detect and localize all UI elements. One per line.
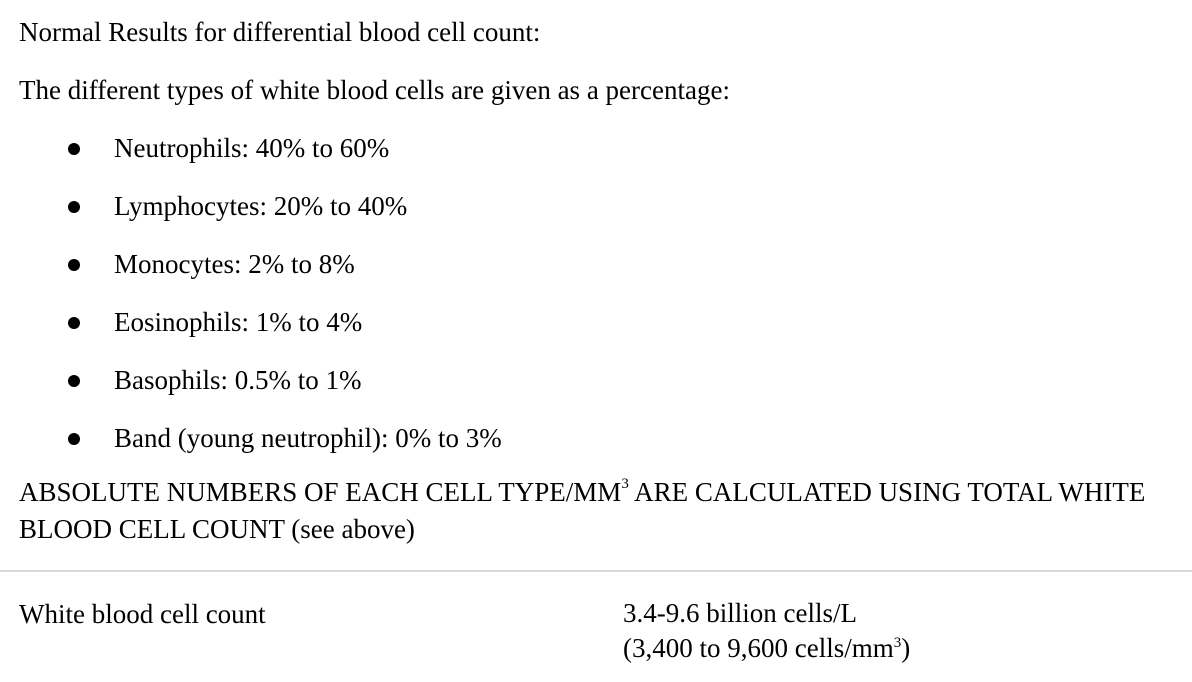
- note-text-start: ABSOLUTE NUMBERS OF EACH CELL TYPE/MM: [19, 477, 622, 507]
- wbc-value-line2: (3,400 to 9,600 cells/mm3): [623, 631, 910, 666]
- wbc-value-line2-suffix: ): [901, 633, 911, 663]
- range-text: Eosinophils: 1% to 4%: [114, 307, 363, 337]
- list-item: Eosinophils: 1% to 4%: [0, 304, 502, 362]
- range-text: Neutrophils: 40% to 60%: [114, 133, 390, 163]
- bullet-icon: [68, 143, 80, 155]
- bullet-icon: [68, 433, 80, 445]
- bullet-icon: [68, 259, 80, 271]
- range-text: Band (young neutrophil): 0% to 3%: [114, 423, 502, 453]
- range-text: Basophils: 0.5% to 1%: [114, 365, 362, 395]
- list-item: Basophils: 0.5% to 1%: [0, 362, 502, 420]
- absolute-numbers-note: ABSOLUTE NUMBERS OF EACH CELL TYPE/MM3 A…: [19, 474, 1184, 548]
- wbc-count-value: 3.4-9.6 billion cells/L (3,400 to 9,600 …: [623, 596, 910, 666]
- section-divider: [0, 570, 1192, 572]
- lead-paragraph: The different types of white blood cells…: [19, 75, 730, 105]
- wbc-count-label: White blood cell count: [19, 599, 266, 629]
- range-text: Monocytes: 2% to 8%: [114, 249, 355, 279]
- wbc-value-line1: 3.4-9.6 billion cells/L: [623, 598, 857, 628]
- list-item: Lymphocytes: 20% to 40%: [0, 188, 502, 246]
- intro-heading: Normal Results for differential blood ce…: [19, 17, 541, 47]
- list-item: Neutrophils: 40% to 60%: [0, 130, 502, 188]
- list-item: Monocytes: 2% to 8%: [0, 246, 502, 304]
- wbc-value-line2-prefix: (3,400 to 9,600 cells/mm: [623, 633, 894, 663]
- differential-ranges-list: Neutrophils: 40% to 60% Lymphocytes: 20%…: [0, 130, 502, 478]
- note-superscript: 3: [621, 476, 629, 492]
- bullet-icon: [68, 201, 80, 213]
- range-text: Lymphocytes: 20% to 40%: [114, 191, 408, 221]
- list-item: Band (young neutrophil): 0% to 3%: [0, 420, 502, 478]
- wbc-value-superscript: 3: [893, 635, 902, 651]
- bullet-icon: [68, 317, 80, 329]
- bullet-icon: [68, 375, 80, 387]
- note-text-end: ARE CALCULATED USING TOTAL WHITE BLOOD C…: [19, 477, 1146, 544]
